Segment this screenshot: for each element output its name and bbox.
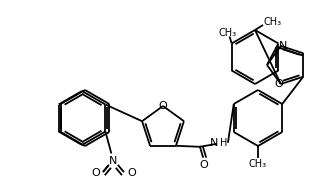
Text: O: O — [274, 79, 283, 89]
Text: H: H — [220, 138, 227, 148]
Text: N: N — [210, 138, 218, 148]
Text: O: O — [91, 169, 100, 178]
Text: N: N — [109, 157, 118, 166]
Text: CH₃: CH₃ — [218, 29, 237, 38]
Text: CH₃: CH₃ — [264, 17, 282, 27]
Text: N: N — [279, 41, 287, 51]
Text: O: O — [200, 160, 208, 170]
Text: O: O — [127, 169, 136, 178]
Text: CH₃: CH₃ — [249, 159, 267, 169]
Text: O: O — [159, 101, 168, 111]
